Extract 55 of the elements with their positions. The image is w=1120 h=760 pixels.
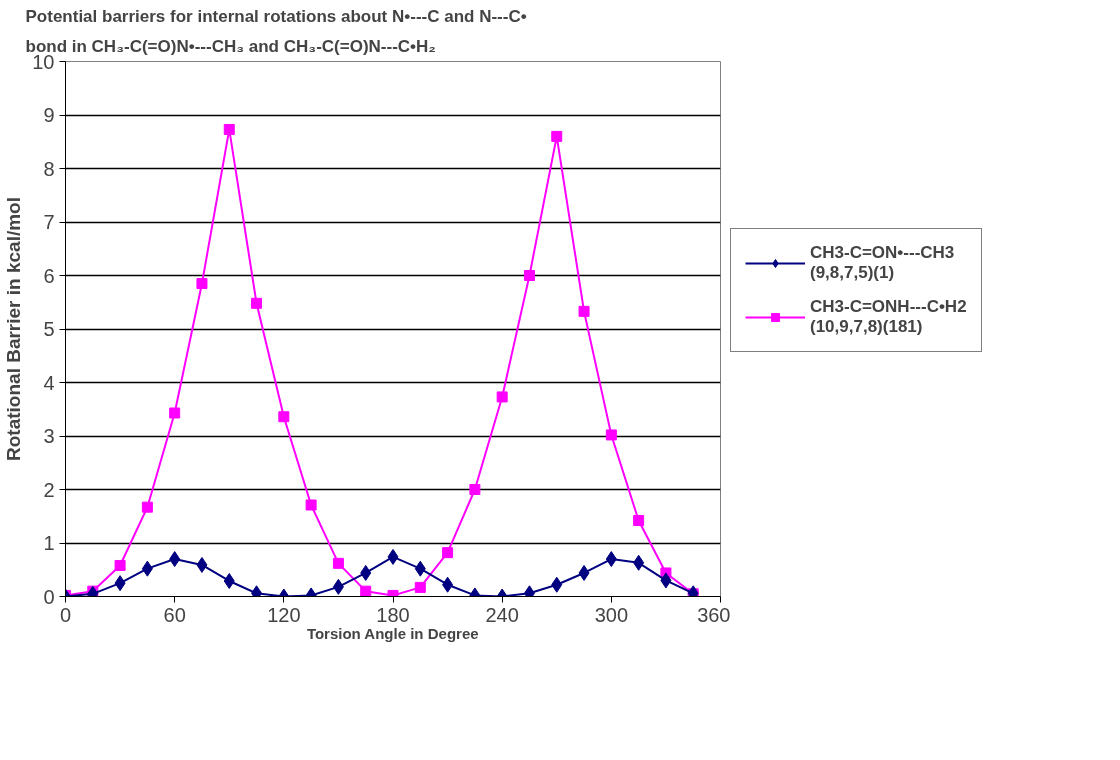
x-axis-title: Torsion Angle in Degree xyxy=(306,624,479,642)
y-tick-label: 3 xyxy=(43,425,55,447)
point xyxy=(169,551,181,568)
y-tick-label: 1 xyxy=(43,532,55,554)
x-tick-label: 300 xyxy=(594,603,629,626)
y-tick-label: 0 xyxy=(43,585,55,608)
y-tick-label: 4 xyxy=(43,371,55,394)
point xyxy=(251,297,263,309)
x-tick-label: 360 xyxy=(697,603,731,626)
point xyxy=(414,560,426,577)
point xyxy=(196,556,208,573)
x-tick-label: 0 xyxy=(59,603,72,626)
point xyxy=(141,501,153,513)
point xyxy=(360,585,372,597)
point xyxy=(278,411,290,423)
point xyxy=(660,572,672,589)
point xyxy=(332,557,344,569)
point xyxy=(605,429,617,441)
y-tick-label: 6 xyxy=(43,264,55,287)
y-axis-title: Rotational Barrier in kcal/mol xyxy=(3,197,25,461)
point xyxy=(196,278,208,290)
point xyxy=(578,305,590,317)
point xyxy=(305,499,317,511)
point xyxy=(633,515,645,527)
y-tick-label: 8 xyxy=(43,157,55,180)
y-tick-label: 5 xyxy=(43,318,55,340)
point xyxy=(169,407,181,419)
point xyxy=(223,572,235,589)
x-tick-label: 240 xyxy=(485,603,519,626)
x-tick-label: 120 xyxy=(267,603,301,626)
point xyxy=(360,564,372,581)
point xyxy=(223,123,235,135)
y-tick-label: 2 xyxy=(43,478,55,501)
point xyxy=(496,391,508,403)
point xyxy=(141,560,153,577)
point xyxy=(605,551,617,568)
x-tick-label: 60 xyxy=(163,603,186,626)
point xyxy=(114,575,126,592)
y-tick-label: 7 xyxy=(43,211,55,233)
legend-label: CH3-C=ON•---CH3 (9,8,7,5)(1) xyxy=(810,243,955,283)
x-tick-label: 180 xyxy=(376,603,410,626)
point xyxy=(442,576,454,593)
point xyxy=(114,559,126,571)
point xyxy=(414,581,426,593)
point xyxy=(442,547,454,559)
point xyxy=(578,564,590,581)
point xyxy=(387,548,399,565)
point xyxy=(551,576,563,593)
point xyxy=(551,130,563,142)
point xyxy=(633,554,645,571)
point xyxy=(469,484,481,495)
legend-label: CH3-C=ONH---C•H2 (10,9,7,8)(181) xyxy=(810,297,967,337)
point xyxy=(523,270,535,281)
point xyxy=(332,578,344,595)
y-tick-label: 9 xyxy=(43,104,55,126)
